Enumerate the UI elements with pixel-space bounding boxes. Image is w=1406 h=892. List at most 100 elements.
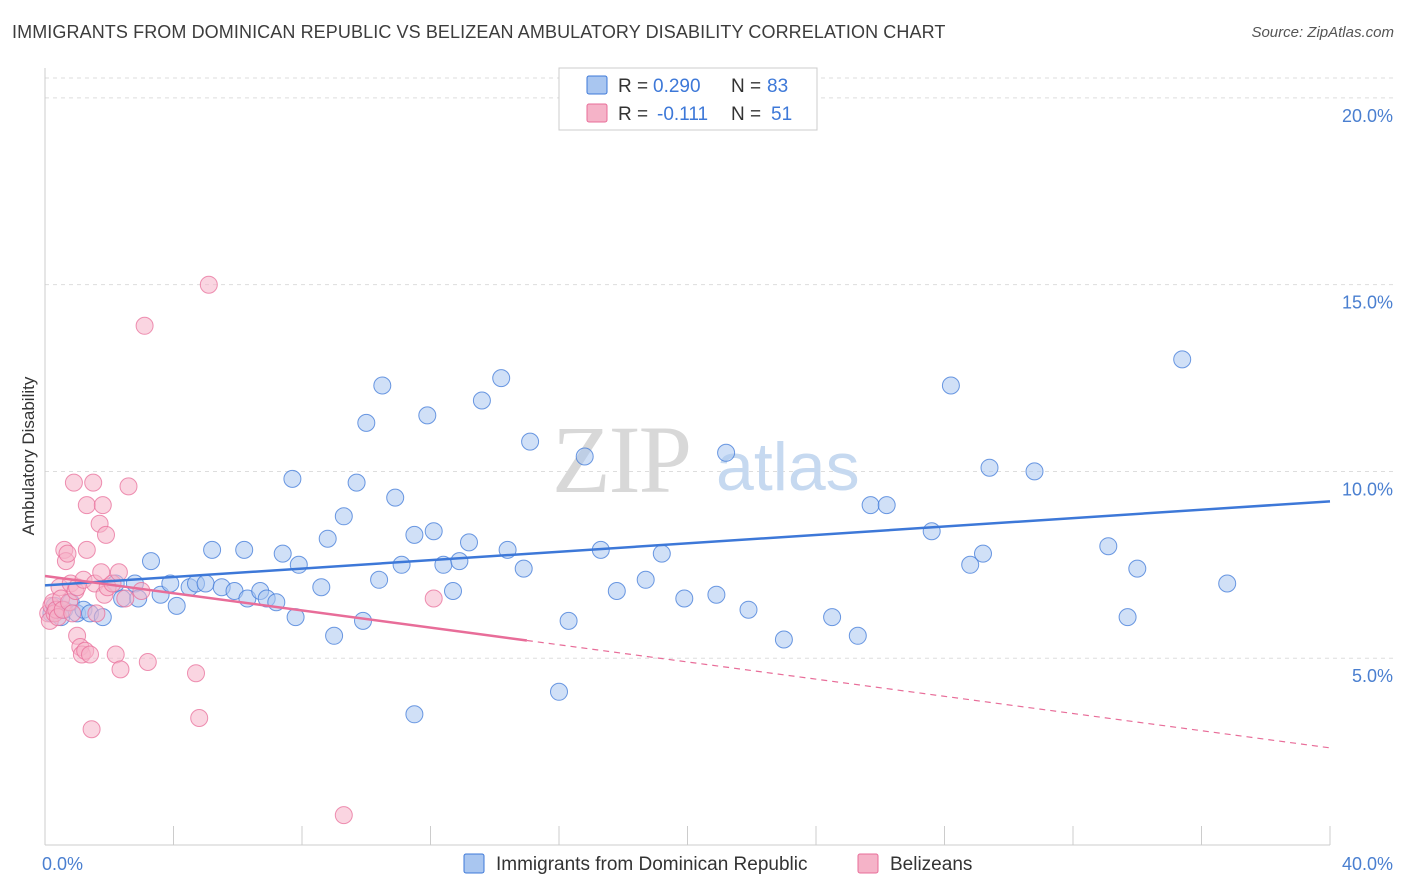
point-blue-47 [424, 522, 443, 541]
point-blue-77 [980, 458, 999, 477]
point-pink-49 [334, 806, 353, 825]
point-blue-46 [418, 406, 437, 425]
point-pink-41 [116, 589, 135, 608]
point-blue-79 [1099, 537, 1118, 556]
y-tick-label-2: 15.0% [1342, 293, 1393, 313]
point-blue-35 [325, 626, 344, 645]
point-blue-52 [472, 391, 491, 410]
point-blue-67 [739, 600, 758, 619]
point-blue-37 [347, 473, 366, 492]
y-tick-label-0: 5.0% [1352, 666, 1393, 686]
point-blue-51 [460, 533, 478, 552]
x-tick-label-min: 0.0% [42, 854, 83, 874]
point-blue-70 [848, 626, 867, 645]
legend-swatch-blue [586, 75, 608, 95]
trend-line-pink-solid [44, 574, 528, 642]
legend-pink-r-label: R = [618, 104, 648, 125]
point-blue-25 [235, 540, 254, 559]
point-blue-68 [774, 630, 793, 649]
point-blue-14 [142, 552, 160, 571]
point-pink-24 [77, 496, 96, 515]
point-blue-40 [370, 570, 389, 589]
chart-source: Source: ZipAtlas.com [1251, 24, 1394, 41]
point-blue-45 [405, 705, 424, 724]
point-blue-36 [334, 507, 353, 526]
point-blue-32 [289, 555, 308, 574]
point-blue-65 [707, 585, 726, 604]
watermark: ZIP atlas [552, 406, 860, 513]
x-ticks [44, 826, 1331, 845]
point-blue-73 [922, 522, 941, 541]
point-blue-38 [354, 611, 372, 630]
point-pink-40 [111, 660, 130, 679]
legend-bottom-label-pink: Belizeans [890, 854, 972, 875]
point-blue-21 [203, 540, 222, 559]
point-pink-25 [77, 540, 96, 559]
point-pink-38 [106, 645, 125, 664]
point-blue-76 [974, 544, 992, 563]
point-blue-78 [1025, 462, 1044, 481]
point-blue-69 [823, 608, 842, 627]
point-pink-39 [109, 563, 128, 582]
point-pink-30 [87, 604, 106, 623]
point-blue-80 [1118, 608, 1137, 627]
point-blue-66 [717, 443, 736, 462]
legend-bottom-swatch-pink [857, 853, 879, 874]
point-pink-28 [84, 473, 103, 492]
point-pink-16 [64, 473, 83, 492]
point-blue-50 [450, 552, 469, 571]
point-pink-33 [93, 496, 112, 515]
point-blue-39 [357, 413, 376, 432]
point-blue-58 [559, 611, 578, 630]
chart-title: IMMIGRANTS FROM DOMINICAN REPUBLIC VS BE… [12, 22, 946, 42]
point-blue-55 [514, 559, 533, 578]
point-pink-12 [58, 544, 77, 563]
point-blue-56 [521, 432, 540, 451]
point-blue-41 [373, 376, 392, 395]
point-pink-43 [132, 582, 151, 600]
point-pink-47 [190, 709, 209, 727]
point-blue-42 [386, 488, 405, 507]
legend-swatch-pink [586, 103, 608, 123]
legend-bottom: Immigrants from Dominican Republic Beliz… [463, 853, 972, 875]
legend-bottom-label-blue: Immigrants from Dominican Republic [496, 854, 808, 875]
legend-top: R = 0.290 N = 83 R = -0.111 N = 51 [558, 67, 818, 131]
y-axis-label: Ambulatory Disability [19, 376, 38, 535]
legend-blue-n-value: 83 [767, 76, 788, 97]
point-pink-26 [81, 645, 99, 664]
point-blue-49 [444, 582, 462, 600]
point-blue-74 [941, 376, 960, 395]
watermark-zip: ZIP [552, 406, 690, 513]
x-tick-label-max: 40.0% [1342, 854, 1393, 874]
point-blue-30 [283, 469, 302, 488]
point-blue-72 [877, 496, 896, 515]
y-tick-label-1: 10.0% [1342, 479, 1393, 499]
point-blue-71 [861, 496, 880, 515]
point-pink-50 [424, 589, 443, 608]
point-pink-46 [187, 664, 205, 683]
legend-bottom-swatch-blue [463, 853, 485, 874]
y-tick-labels: 5.0% 10.0% 15.0% 20.0% [1342, 106, 1393, 686]
point-blue-61 [607, 582, 626, 600]
point-pink-48 [199, 275, 218, 294]
legend-pink-n-value: 51 [771, 104, 792, 125]
point-pink-42 [119, 477, 138, 496]
point-blue-64 [675, 589, 694, 608]
point-blue-20 [196, 574, 215, 593]
legend-pink-n-label: N = [731, 104, 761, 125]
point-blue-33 [312, 578, 331, 597]
point-blue-63 [652, 544, 671, 563]
point-blue-82 [1173, 350, 1192, 369]
point-blue-34 [318, 529, 337, 548]
point-blue-57 [550, 682, 568, 701]
point-blue-81 [1128, 559, 1147, 578]
point-pink-45 [138, 653, 157, 671]
point-blue-29 [273, 544, 292, 563]
trend-line-pink-dashed [526, 639, 1331, 749]
watermark-atlas: atlas [716, 429, 860, 505]
legend-pink-r-value: -0.111 [657, 104, 708, 125]
point-blue-17 [167, 596, 186, 615]
point-pink-15 [63, 604, 82, 623]
point-blue-44 [405, 525, 424, 544]
